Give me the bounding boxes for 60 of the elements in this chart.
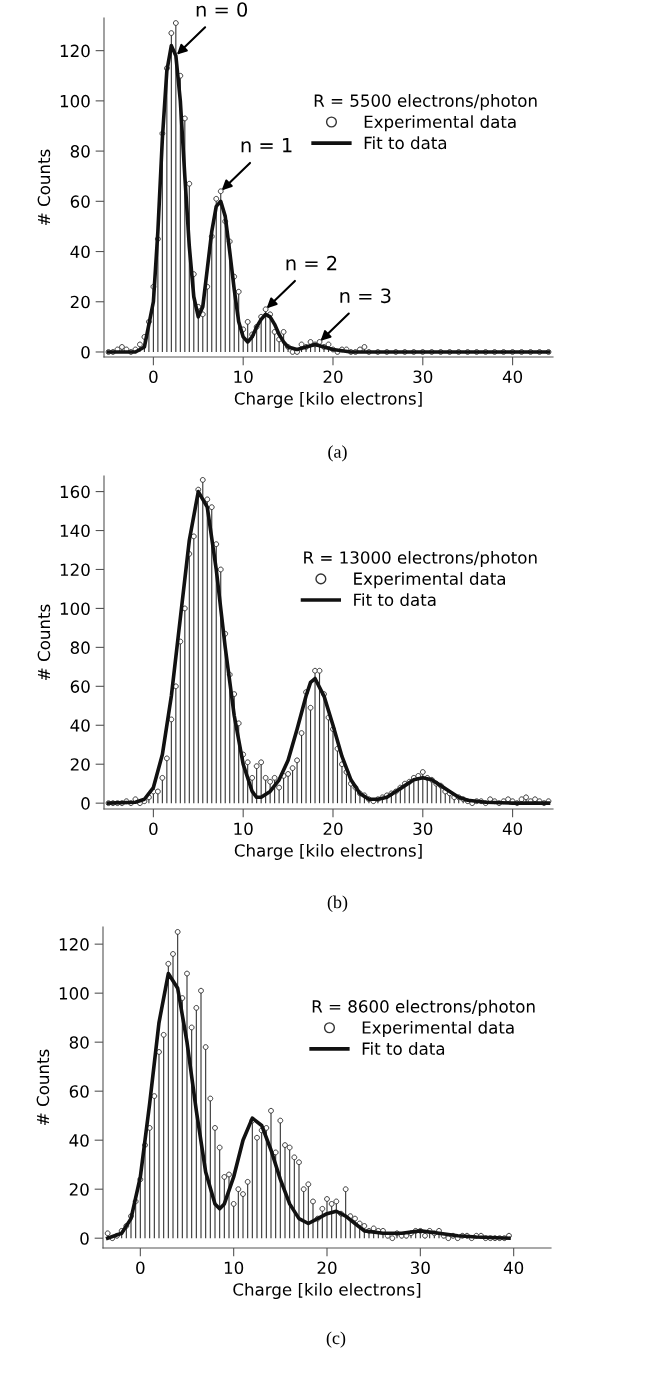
x-axis-title: Charge [kilo electrons] xyxy=(233,1282,421,1300)
legend-label: Fit to data xyxy=(362,1042,445,1055)
annotation: n = 3 xyxy=(340,288,391,304)
x-tick-label: 0 xyxy=(136,1261,145,1275)
x-axis-title: Charge [kilo electrons] xyxy=(234,843,422,861)
text: (c) xyxy=(326,1331,346,1348)
y-axis-title: # Counts xyxy=(37,149,51,225)
x-tick-label: 20 xyxy=(323,370,343,384)
y-tick-label: 80 xyxy=(69,1036,89,1049)
x-tick-label: 0 xyxy=(149,822,158,836)
x-tick-label: 20 xyxy=(317,1261,337,1275)
annotation: n = 2 xyxy=(286,255,337,271)
y-tick-label: 0 xyxy=(81,797,90,810)
legend-title: R = 8600 electrons/photon xyxy=(312,999,535,1016)
y-tick-label: 80 xyxy=(70,641,90,654)
x-tick-label: 0 xyxy=(149,370,158,384)
y-tick-label: 120 xyxy=(59,938,89,951)
legend-label: Fit to data xyxy=(364,136,447,150)
y-tick-label: 120 xyxy=(60,563,90,577)
legend-title: R = 5500 electrons/photon xyxy=(314,94,537,111)
y-axis-title: # Counts xyxy=(37,604,51,680)
x-tick-label: 40 xyxy=(502,822,523,836)
y-tick-label: 160 xyxy=(60,485,90,499)
y-tick-label: 140 xyxy=(60,524,90,538)
y-axis-title: # Counts xyxy=(36,1049,50,1125)
y-tick-label: 60 xyxy=(70,680,90,693)
x-tick-label: 30 xyxy=(411,1261,430,1275)
annotation: n = 0 xyxy=(196,2,248,17)
y-tick-label: 60 xyxy=(69,1085,89,1098)
y-tick-label: 80 xyxy=(70,145,90,158)
y-tick-label: 40 xyxy=(70,719,90,732)
x-tick-label: 10 xyxy=(224,1261,244,1275)
x-tick-label: 10 xyxy=(234,822,253,836)
legend-label: Experimental data xyxy=(354,572,505,589)
y-tick-label: 60 xyxy=(70,195,90,208)
x-tick-label: 30 xyxy=(413,370,433,384)
legend-label: Experimental data xyxy=(362,1020,514,1038)
y-tick-label: 20 xyxy=(70,295,90,309)
y-tick-label: 100 xyxy=(60,94,90,108)
y-tick-label: 120 xyxy=(60,44,90,58)
y-tick-label: 20 xyxy=(69,1183,89,1196)
legend-label: Experimental data xyxy=(364,115,516,132)
y-tick-label: 40 xyxy=(69,1134,89,1147)
y-tick-label: 0 xyxy=(81,345,90,359)
y-tick-label: 100 xyxy=(59,987,89,1000)
x-axis-title: Charge [kilo electrons] xyxy=(234,391,422,409)
x-tick-label: 40 xyxy=(502,370,523,384)
x-tick-label: 30 xyxy=(413,822,433,836)
text: (a) xyxy=(328,445,347,462)
y-tick-label: 0 xyxy=(80,1232,89,1245)
annotation: n = 1 xyxy=(241,138,292,153)
x-tick-label: 40 xyxy=(503,1261,524,1275)
y-tick-label: 40 xyxy=(70,245,90,259)
y-tick-label: 20 xyxy=(70,758,90,771)
text: (b) xyxy=(327,895,348,912)
x-tick-label: 10 xyxy=(234,370,253,384)
legend-label: Fit to data xyxy=(354,593,436,607)
legend-title: R = 13000 electrons/photon xyxy=(304,550,537,568)
x-tick-label: 20 xyxy=(323,822,343,836)
y-tick-label: 100 xyxy=(60,602,90,615)
